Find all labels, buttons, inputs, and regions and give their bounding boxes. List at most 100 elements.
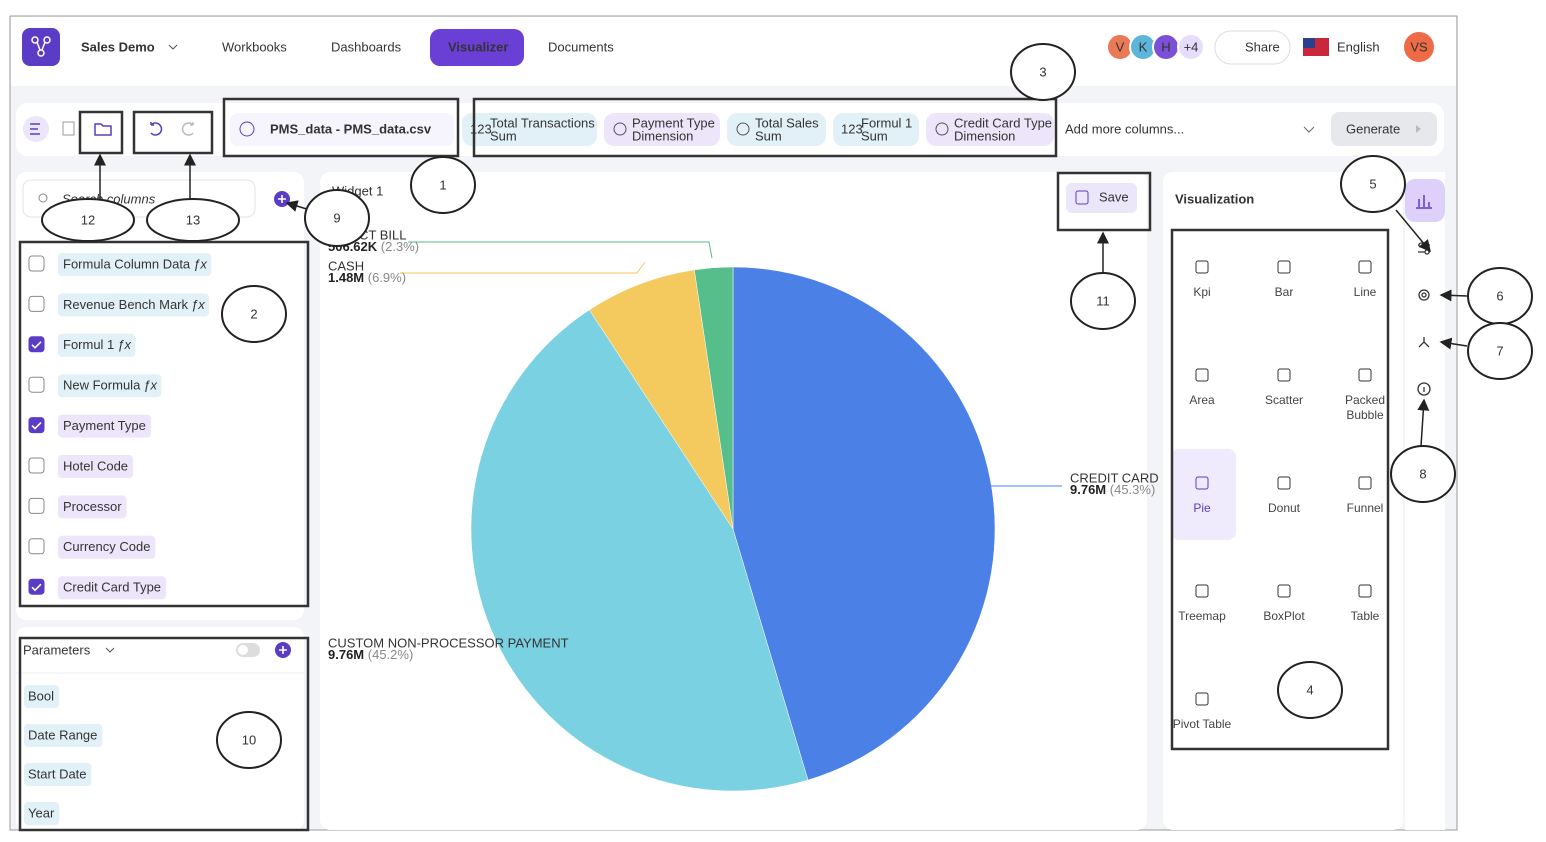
chevron [168, 44, 178, 50]
slice-percent: (2.3%) [381, 239, 419, 254]
checkbox[interactable] [28, 255, 45, 272]
parameter-name: Bool [28, 688, 54, 703]
formula-symbol: ƒx [117, 337, 131, 352]
nav-active-pill [430, 29, 524, 66]
save-label: Save [1099, 189, 1129, 204]
viz-type-label[interactable]: Line [1353, 285, 1377, 299]
leader-line [400, 261, 646, 274]
slice-label: CASH [328, 258, 364, 273]
share-label: Share [1245, 39, 1280, 54]
column-item-name: Formula Column Data [63, 256, 191, 271]
viz-type-label[interactable]: Treemap [1178, 609, 1226, 623]
column-badge: 123 [470, 121, 492, 136]
viz-type-label[interactable]: Pie [1193, 501, 1211, 515]
parameters-title: Parameters [23, 642, 91, 657]
checkbox[interactable] [28, 578, 45, 595]
viz-type-label[interactable]: Bar [1274, 285, 1294, 299]
chart-settings-tab[interactable] [1405, 179, 1445, 222]
column-item-name: Formul 1 [63, 337, 114, 352]
viz-type-label[interactable]: Table [1350, 609, 1380, 623]
checkbox[interactable] [28, 538, 45, 555]
add-columns-placeholder[interactable]: Add more columns... [1065, 121, 1184, 136]
avatar-more [1177, 33, 1205, 61]
share-button[interactable] [1214, 30, 1291, 65]
column-item-name: Payment Type [63, 418, 146, 433]
nav-item[interactable]: Documents [548, 39, 614, 54]
slice-value-label: 506.62K (2.3%) [328, 239, 419, 254]
plus-icon [278, 195, 286, 203]
column-item-name: New Formula [63, 378, 141, 393]
viz-type-label[interactable]: Funnel [1346, 501, 1384, 515]
parameter-name: Start Date [28, 766, 87, 781]
column-role: Sum [755, 128, 782, 143]
checkbox[interactable] [28, 417, 45, 434]
workspace-name[interactable]: Sales Demo [81, 39, 155, 54]
viz-type-label[interactable]: Kpi [1193, 285, 1211, 299]
column-item-name: Hotel Code [63, 458, 128, 473]
user-avatar[interactable] [1404, 32, 1434, 62]
nav-item[interactable]: Dashboards [331, 39, 402, 54]
new-widget-icon[interactable] [62, 121, 75, 136]
menu-icon [30, 123, 40, 135]
slice-label: CUSTOM NON-PROCESSOR PAYMENT [328, 635, 569, 650]
viz-type-label[interactable]: Scatter [1264, 393, 1303, 407]
formula-symbol: ƒx [191, 297, 205, 312]
slice-label: CREDIT CARD [1070, 470, 1159, 485]
slice-value-label: 9.76M (45.3%) [1070, 482, 1155, 497]
avatar-initial: H [1161, 39, 1170, 54]
user-initials: VS [1410, 39, 1428, 54]
info-icon[interactable] [1417, 382, 1431, 396]
column-role: Dimension [632, 128, 693, 143]
pie-slice [588, 269, 734, 530]
slice-value-label: 1.48M (6.9%) [328, 270, 406, 285]
checkbox[interactable] [28, 497, 45, 514]
checkbox[interactable] [28, 336, 45, 353]
viz-type-label[interactable]: Area [1189, 393, 1215, 407]
column-role: Sum [861, 128, 888, 143]
language[interactable]: English [1337, 39, 1380, 54]
file-name: PMS_data - PMS_data.csv [270, 121, 432, 136]
toggle-knob [238, 645, 248, 655]
slice-percent: (45.3%) [1110, 482, 1156, 497]
checkbox[interactable] [28, 295, 45, 312]
settings-icon[interactable] [1418, 289, 1430, 301]
slice-percent: (6.9%) [368, 270, 406, 285]
search-placeholder: Search columns [62, 191, 156, 206]
column-item-name: Processor [63, 499, 122, 514]
selected-type-bg [1171, 449, 1236, 540]
hierarchy-icon[interactable] [1418, 337, 1430, 348]
checkbox[interactable] [28, 457, 45, 474]
pie-slice [694, 266, 734, 530]
logo [22, 28, 60, 66]
play-icon [1416, 125, 1421, 133]
viz-type-label[interactable]: BoxPlot [1263, 609, 1305, 623]
slice-value: 1.48M [328, 270, 364, 285]
formula-symbol: ƒx [143, 378, 157, 393]
avatar-more-count: +4 [1184, 39, 1199, 54]
parameter-name: Year [28, 805, 55, 820]
viz-type-label[interactable]: Packed Bubble [1344, 393, 1386, 422]
generate-button[interactable] [1331, 112, 1437, 146]
chevron [1303, 126, 1315, 133]
nav-item[interactable]: Workbooks [222, 39, 287, 54]
pie-slice [732, 266, 996, 781]
logo-mark [31, 36, 51, 57]
slice-percent: (45.2%) [368, 647, 414, 662]
leader-line [408, 241, 713, 259]
slice-value: 9.76M [1070, 482, 1106, 497]
viz-type-label[interactable]: Pivot Table [1172, 717, 1232, 731]
viz-type-label[interactable]: Donut [1267, 501, 1301, 515]
parameter-name: Date Range [28, 727, 97, 742]
visualization-title: Visualization [1175, 191, 1254, 206]
slice-value-label: 9.76M (45.2%) [328, 647, 413, 662]
avatar-initial: V [1116, 39, 1125, 54]
column-role: Sum [490, 128, 517, 143]
checkbox[interactable] [28, 376, 45, 393]
formula-symbol: ƒx [193, 256, 207, 271]
column-item-name: Revenue Bench Mark [63, 297, 189, 312]
nav-item[interactable]: Visualizer [448, 39, 508, 54]
slice-value: 9.76M [328, 647, 364, 662]
flag-canton [1303, 38, 1315, 48]
